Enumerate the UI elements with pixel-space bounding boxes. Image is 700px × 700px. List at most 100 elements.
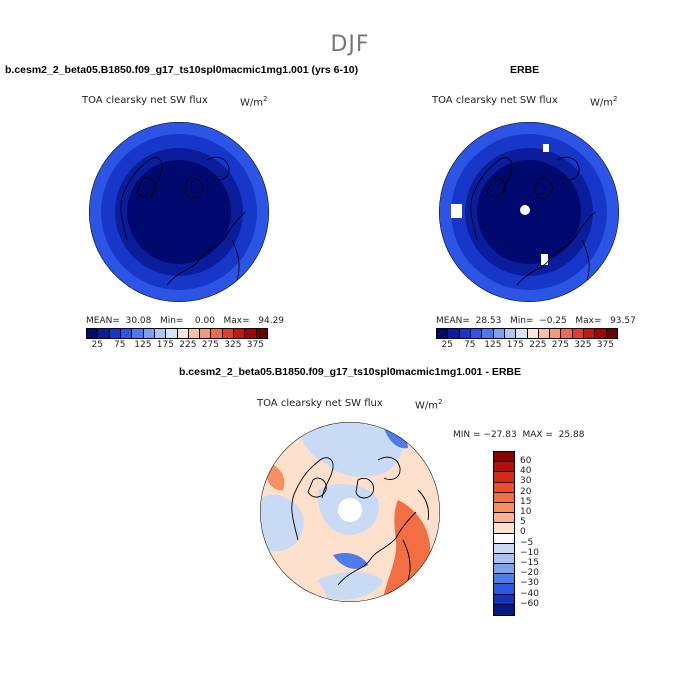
- panel2-variable-title: TOA clearsky net SW flux: [432, 95, 558, 106]
- colorbar-tick-label: 125: [134, 340, 152, 350]
- panel2-missing-west: [451, 204, 462, 218]
- colorbar-tick-label: 325: [574, 340, 592, 350]
- colorbar-tick-label: 75: [114, 340, 126, 350]
- colorbar-tick-label: 20: [520, 486, 532, 497]
- colorbar-box: [154, 329, 167, 338]
- panel2-polar-map: [439, 122, 619, 302]
- colorbar-box: [494, 574, 514, 585]
- colorbar-tick-label: −40: [520, 588, 539, 599]
- colorbar-box: [470, 329, 483, 338]
- panel2-colorbar-labels: 25 75 125 175 225 275 325 375: [436, 340, 618, 352]
- panel3-region-blue-west: [260, 495, 304, 551]
- panel1-polar-map: [89, 122, 269, 302]
- colorbar-box: [200, 329, 212, 338]
- panel3-colorbar: [493, 451, 515, 616]
- colorbar-tick-label: 275: [551, 340, 569, 350]
- panel3-polar-map: [260, 422, 440, 602]
- colorbar-box: [437, 329, 449, 338]
- colorbar-box: [211, 329, 223, 338]
- panel3-stats: MIN = −27.83 MAX = 25.88: [453, 430, 585, 440]
- panel2-missing-north: [543, 144, 549, 152]
- colorbar-box: [87, 329, 99, 338]
- colorbar-tick-label: −60: [520, 598, 539, 609]
- colorbar-box: [234, 329, 246, 338]
- colorbar-box: [132, 329, 144, 338]
- colorbar-tick-label: −10: [520, 547, 539, 558]
- panel1-stats: MEAN= 30.08 Min= 0.00 Max= 94.29: [86, 316, 285, 326]
- panel3-region-blue-se: [333, 553, 368, 569]
- panel1-case-title: b.cesm2_2_beta05.B1850.f09_g17_ts10spl0m…: [5, 64, 359, 76]
- colorbar-box: [494, 462, 514, 473]
- colorbar-box: [494, 533, 514, 544]
- colorbar-box: [494, 502, 514, 514]
- panel3-case-title: b.cesm2_2_beta05.B1850.f09_g17_ts10spl0m…: [178, 366, 522, 378]
- colorbar-box: [527, 329, 539, 338]
- panel1-units: W/m2: [240, 95, 268, 109]
- colorbar-box: [584, 329, 596, 338]
- panel2-stats: MEAN= 28.53 Min= −0.25 Max= 93.57: [436, 316, 636, 326]
- colorbar-tick-label: 0: [520, 527, 526, 538]
- colorbar-box: [494, 604, 514, 615]
- colorbar-box: [448, 329, 460, 338]
- colorbar-box: [494, 594, 514, 605]
- panel3-units: W/m2: [415, 398, 443, 412]
- panel2-case-title: ERBE: [510, 64, 540, 76]
- panel3-region-blue-south: [318, 571, 383, 600]
- colorbar-box: [494, 553, 514, 565]
- colorbar-box: [504, 329, 517, 338]
- colorbar-box: [572, 329, 585, 338]
- colorbar-tick-label: 325: [224, 340, 242, 350]
- colorbar-box: [493, 329, 505, 338]
- panel3-colorbar-labels: 60 40 30 20 15 10 5 0 −5 −10 −15 −20 −30 −40 −60: [520, 456, 560, 609]
- figure-title: DJF: [330, 32, 370, 57]
- colorbar-box: [494, 492, 514, 503]
- colorbar-tick-label: 30: [520, 476, 532, 487]
- colorbar-box: [494, 523, 514, 534]
- colorbar-box: [595, 329, 607, 338]
- colorbar-box: [245, 329, 257, 338]
- colorbar-box: [98, 329, 110, 338]
- panel2-coastlines: [470, 156, 596, 286]
- colorbar-tick-label: −20: [520, 568, 539, 579]
- colorbar-tick-label: 40: [520, 466, 532, 477]
- colorbar-tick-label: 10: [520, 507, 532, 518]
- panel2-units: W/m2: [590, 95, 618, 109]
- panel1-colorbar-labels: 25 75 125 175 225 275 325 375: [86, 340, 268, 352]
- colorbar-tick-label: 25: [441, 340, 453, 350]
- colorbar-tick-label: −15: [520, 558, 539, 569]
- colorbar-box: [494, 584, 514, 595]
- colorbar-box: [494, 543, 514, 554]
- colorbar-box: [143, 329, 155, 338]
- colorbar-box: [459, 329, 471, 338]
- panel1-level-center: [127, 160, 231, 264]
- colorbar-box: [120, 329, 133, 338]
- colorbar-box: [538, 329, 551, 338]
- colorbar-box: [494, 472, 514, 483]
- colorbar-tick-label: 60: [520, 456, 532, 466]
- colorbar-tick-label: 375: [596, 340, 614, 350]
- colorbar-tick-label: 375: [246, 340, 264, 350]
- colorbar-box: [256, 329, 267, 338]
- colorbar-tick-label: 15: [520, 496, 532, 507]
- colorbar-tick-label: −30: [520, 578, 539, 589]
- colorbar-tick-label: 225: [529, 340, 547, 350]
- colorbar-box: [550, 329, 562, 338]
- colorbar-box: [188, 329, 201, 338]
- colorbar-tick-label: 25: [91, 340, 103, 350]
- colorbar-box: [494, 482, 514, 493]
- colorbar-box: [109, 329, 121, 338]
- colorbar-tick-label: 175: [156, 340, 174, 350]
- colorbar-box: [494, 513, 514, 524]
- colorbar-box: [177, 329, 189, 338]
- colorbar-box: [166, 329, 178, 338]
- colorbar-box: [494, 452, 514, 463]
- panel2-missing-pole: [520, 205, 530, 215]
- colorbar-box: [561, 329, 573, 338]
- colorbar-box: [222, 329, 235, 338]
- panel1-variable-title: TOA clearsky net SW flux: [82, 95, 208, 106]
- panel3-variable-title: TOA clearsky net SW flux: [257, 398, 383, 409]
- panel1-colorbar: [86, 328, 268, 339]
- colorbar-tick-label: 5: [520, 517, 526, 528]
- colorbar-tick-label: 125: [484, 340, 502, 350]
- colorbar-box: [606, 329, 617, 338]
